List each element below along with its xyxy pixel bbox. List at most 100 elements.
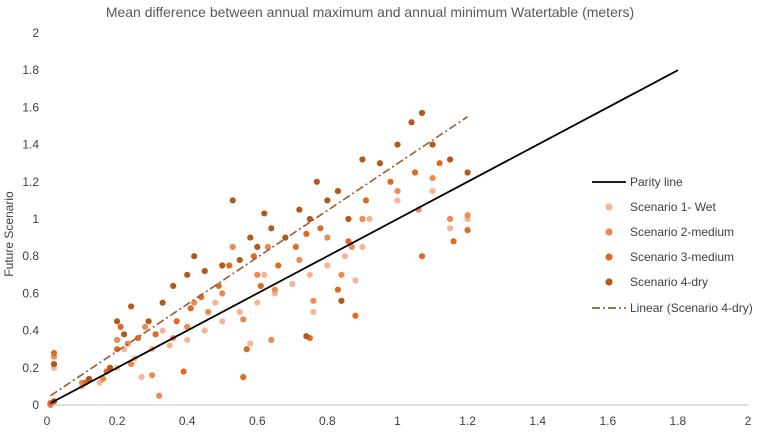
data-point (303, 333, 310, 340)
legend-swatch (605, 228, 613, 236)
data-point (418, 109, 426, 117)
data-point (254, 271, 261, 278)
data-point (289, 281, 296, 288)
data-point (261, 210, 268, 217)
data-point (446, 156, 454, 163)
data-point (254, 299, 261, 306)
data-point (159, 327, 166, 334)
legend-entry: Parity line (630, 175, 683, 189)
data-point (275, 262, 282, 269)
x-tick-label: 0.2 (109, 414, 126, 428)
data-point (394, 197, 401, 204)
data-point (149, 372, 156, 379)
chart-title: Mean difference between annual maximum a… (106, 4, 634, 20)
data-point (366, 215, 373, 223)
data-point (184, 271, 191, 278)
x-tick-label: 2 (745, 414, 752, 428)
data-point (292, 243, 299, 250)
data-point (145, 318, 152, 325)
data-point (303, 230, 310, 237)
y-tick-label: 1.4 (22, 138, 39, 152)
data-point (334, 286, 342, 293)
data-point (254, 243, 261, 250)
data-point (85, 375, 93, 383)
data-point (394, 141, 401, 148)
data-point (310, 297, 317, 304)
y-tick-label: 2 (32, 26, 39, 40)
legend-swatch (605, 203, 613, 211)
fit-lines (50, 69, 679, 404)
data-points (47, 109, 471, 409)
data-point (257, 282, 264, 290)
data-point (359, 243, 366, 250)
legend-swatch (605, 253, 613, 261)
data-point (345, 215, 352, 223)
data-point (338, 271, 345, 278)
data-point (124, 340, 131, 347)
data-point (341, 253, 349, 260)
data-point (464, 212, 471, 219)
data-point (310, 308, 317, 316)
data-point (271, 286, 278, 293)
data-point (121, 331, 128, 338)
data-point (106, 364, 114, 371)
data-point (362, 197, 370, 204)
data-point (313, 178, 320, 185)
data-point (247, 340, 254, 347)
data-point (201, 267, 208, 275)
data-point (229, 197, 236, 204)
data-point (215, 282, 222, 290)
data-point (418, 253, 426, 260)
legend-entry: Scenario 2-medium (630, 225, 734, 239)
data-point (114, 336, 121, 343)
data-point (464, 227, 471, 234)
data-point (348, 243, 356, 250)
y-tick-labels: 0 0.2 0.4 0.6 0.8 1 1.2 1.4 1.6 1.8 2 (22, 26, 39, 412)
data-point (152, 331, 159, 338)
legend: Parity line Scenario 1- Wet Scenario 2-med… (592, 175, 753, 315)
data-point (212, 299, 219, 306)
data-point (99, 375, 107, 383)
data-point (296, 256, 303, 264)
data-point (138, 374, 145, 381)
data-point (187, 305, 194, 312)
y-tick-label: 0.2 (22, 361, 39, 375)
data-point (156, 392, 163, 399)
parity-line (50, 69, 679, 404)
data-point (205, 308, 212, 316)
data-point (345, 238, 352, 245)
data-point (408, 119, 415, 126)
data-point (50, 360, 58, 368)
x-tick-label: 0 (44, 414, 51, 428)
data-point (117, 323, 124, 330)
data-point (236, 308, 243, 316)
data-point (191, 253, 198, 260)
data-point (376, 160, 384, 167)
data-point (50, 349, 58, 357)
data-point (226, 262, 233, 269)
data-point (317, 225, 324, 232)
legend-entry: Scenario 4-dry (630, 275, 708, 289)
y-axis-label: Future Scenario (2, 191, 16, 277)
y-tick-label: 1.6 (22, 100, 39, 114)
legend-swatch (605, 278, 613, 286)
x-tick-labels: 0 0.2 0.4 0.6 0.8 1 1.2 1.4 1.6 1.8 2 (44, 414, 752, 428)
x-tick-label: 1.2 (459, 414, 476, 428)
data-point (128, 303, 135, 310)
data-point (240, 374, 247, 381)
data-point (184, 336, 191, 343)
data-point (236, 256, 243, 264)
data-point (219, 290, 226, 297)
data-point (411, 169, 419, 176)
data-point (352, 312, 359, 319)
data-point (429, 174, 436, 182)
data-point (166, 342, 173, 349)
data-point (296, 206, 303, 213)
y-tick-label: 0.4 (22, 324, 39, 338)
data-point (359, 215, 366, 223)
x-tick-label: 0.8 (319, 414, 336, 428)
y-tick-label: 1.2 (22, 175, 39, 189)
y-tick-label: 1 (32, 212, 39, 226)
data-point (338, 297, 345, 304)
